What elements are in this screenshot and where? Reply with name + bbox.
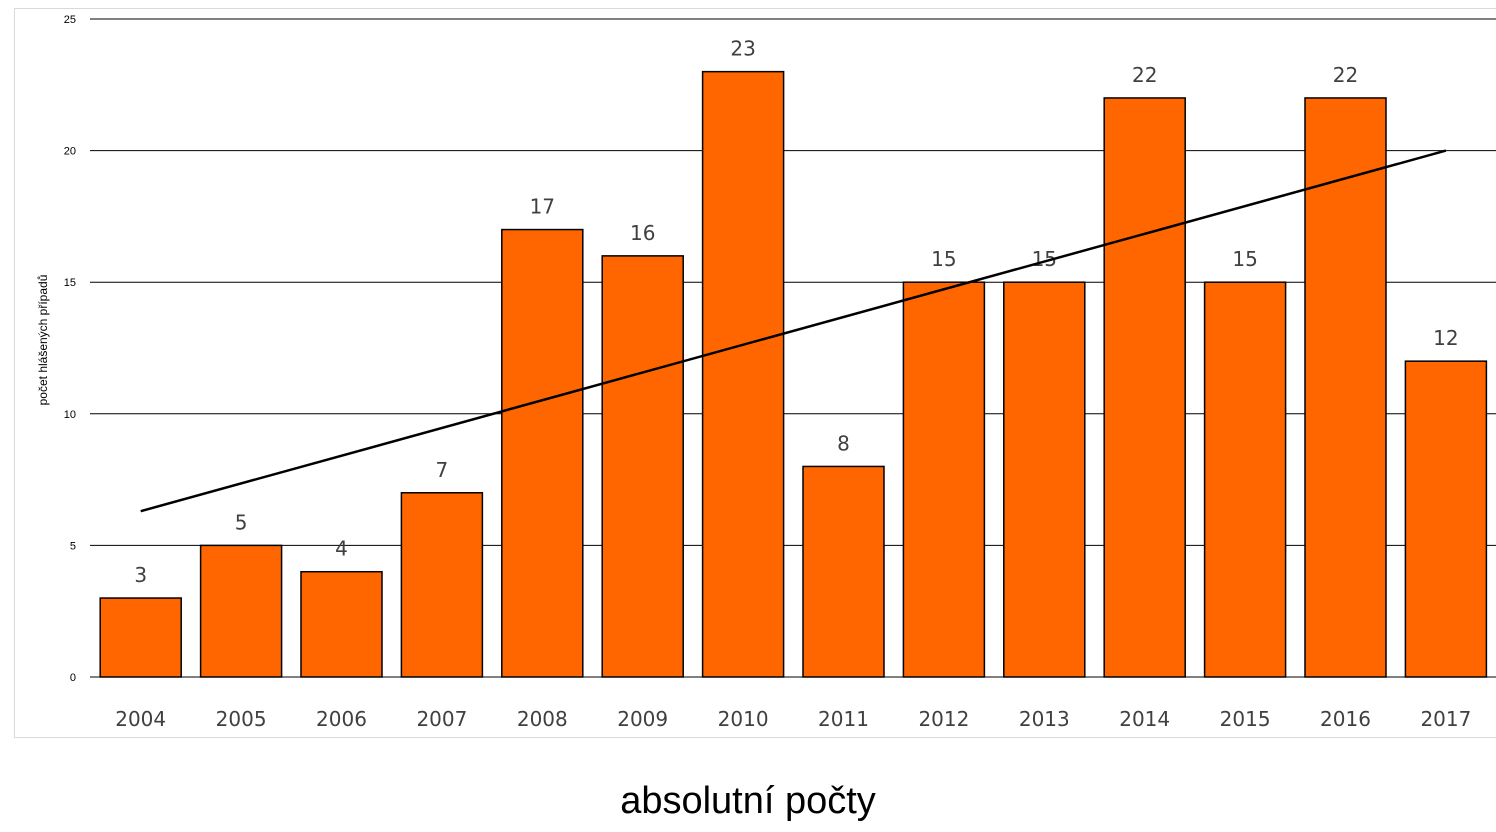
data-label: 5 (235, 510, 248, 534)
x-tick-label: 2005 (216, 707, 267, 731)
data-label: 17 (530, 195, 555, 219)
data-label: 7 (436, 458, 449, 482)
bar (601, 255, 684, 678)
x-tick-label: 2007 (416, 707, 467, 731)
data-label: 4 (335, 537, 348, 561)
bar (1203, 281, 1287, 678)
bar (802, 465, 885, 678)
x-tick-label: 2017 (1420, 707, 1471, 731)
y-tick-label: 0 (70, 672, 76, 684)
trend-line (140, 149, 1447, 513)
bar (902, 281, 986, 678)
bar (99, 597, 182, 678)
x-tick-label: 2006 (316, 707, 367, 731)
bar (400, 492, 484, 678)
data-label: 16 (630, 221, 655, 245)
bar (701, 70, 785, 678)
bar (501, 228, 584, 678)
x-tick-label: 2004 (115, 707, 166, 731)
data-label: 3 (134, 563, 147, 587)
x-tick-label: 2011 (818, 707, 869, 731)
x-tick-label: 2012 (918, 707, 969, 731)
y-tick-label: 15 (64, 277, 76, 289)
data-label: 12 (1433, 326, 1458, 350)
data-label: 23 (730, 37, 755, 61)
x-tick-label: 2015 (1220, 707, 1271, 731)
y-axis-label: počet hlášených případů (36, 275, 50, 406)
bar (1404, 360, 1488, 678)
x-tick-label: 2008 (517, 707, 568, 731)
y-tick-label: 10 (64, 409, 76, 421)
data-label: 15 (931, 247, 956, 271)
bar (1003, 281, 1086, 678)
bar (1304, 97, 1387, 678)
chart-caption: absolutní počty (620, 780, 876, 822)
data-label: 8 (837, 431, 850, 455)
y-tick-label: 5 (70, 540, 76, 552)
y-tick-label: 20 (64, 146, 76, 158)
bar-chart: 0 5 10 15 20 25 počet hlášených případů 3 2004 5 2… (36, 14, 1496, 731)
x-tick-label: 2013 (1019, 707, 1070, 731)
x-tick-label: 2016 (1320, 707, 1371, 731)
data-label: 15 (1232, 247, 1257, 271)
y-tick-label: 25 (64, 14, 76, 26)
bar (1103, 97, 1186, 678)
bar (199, 544, 283, 678)
data-label: 22 (1333, 63, 1358, 87)
data-label: 22 (1132, 63, 1157, 87)
x-tick-label: 2014 (1119, 707, 1170, 731)
x-tick-label: 2009 (617, 707, 668, 731)
x-tick-label: 2010 (718, 707, 769, 731)
bar (300, 570, 383, 678)
